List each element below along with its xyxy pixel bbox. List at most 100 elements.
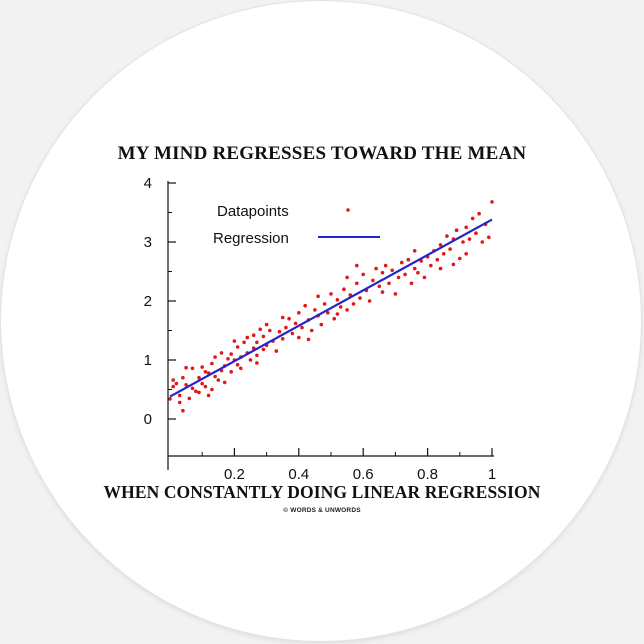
data-point	[332, 316, 337, 321]
data-point	[464, 225, 469, 230]
data-point	[300, 325, 304, 330]
data-point	[177, 393, 182, 398]
data-point	[306, 337, 311, 342]
data-point	[190, 386, 195, 391]
data-point	[216, 378, 221, 382]
data-point	[303, 303, 308, 308]
x-tick-label: 1	[488, 466, 496, 483]
data-point	[232, 339, 237, 343]
data-point	[358, 296, 362, 300]
data-point	[197, 375, 201, 380]
data-point	[429, 263, 433, 268]
data-point	[171, 384, 175, 389]
data-point	[261, 334, 266, 339]
data-point	[210, 387, 214, 392]
x-tick-label: 0.8	[417, 466, 438, 483]
x-tick-label: 0.4	[288, 466, 309, 483]
data-point	[345, 308, 349, 312]
regression-line-group	[169, 218, 493, 398]
data-point	[345, 275, 349, 280]
legend-marker-datapoints	[346, 208, 350, 212]
legend: Datapoints Regression	[213, 203, 380, 247]
data-point	[277, 329, 282, 334]
data-point	[226, 357, 230, 361]
data-point	[290, 331, 295, 336]
data-point	[309, 328, 314, 333]
x-tick-label: 0.6	[353, 466, 374, 483]
data-point	[313, 308, 317, 312]
data-point	[377, 284, 382, 289]
data-point	[280, 337, 285, 341]
data-point	[355, 263, 359, 268]
x-tick-label: 0.2	[224, 466, 245, 483]
data-point	[416, 270, 420, 275]
data-point	[329, 292, 333, 296]
regression-line	[169, 218, 493, 398]
data-point	[213, 355, 217, 359]
data-point	[297, 335, 301, 340]
data-point	[168, 397, 172, 401]
data-point	[448, 247, 452, 251]
data-point	[200, 365, 204, 369]
data-point	[264, 322, 269, 327]
data-point	[255, 361, 259, 365]
y-tick-label: 1	[144, 352, 152, 369]
data-point	[393, 292, 398, 296]
data-point	[438, 243, 443, 247]
data-point	[412, 266, 417, 271]
data-point	[229, 370, 233, 374]
data-point	[187, 396, 192, 401]
data-point	[206, 393, 211, 398]
data-point	[235, 345, 240, 349]
data-point	[274, 349, 279, 353]
data-point	[461, 240, 465, 244]
data-point	[490, 200, 494, 204]
data-point	[174, 381, 179, 386]
data-point	[284, 325, 288, 330]
data-point	[213, 374, 217, 379]
data-point	[335, 312, 340, 316]
data-point	[326, 311, 330, 315]
copyright-credit: © WORDS & UNWORDS	[283, 507, 361, 514]
data-point	[268, 328, 272, 333]
data-point	[229, 352, 233, 356]
data-point	[400, 260, 404, 265]
data-point	[351, 302, 356, 306]
data-point	[380, 290, 385, 294]
data-point	[222, 380, 227, 385]
data-point	[396, 275, 401, 280]
data-point	[441, 252, 446, 256]
data-point	[367, 299, 372, 303]
data-point	[197, 390, 201, 395]
data-point	[467, 237, 472, 241]
data-point	[322, 302, 327, 306]
data-point	[190, 366, 195, 371]
data-point	[403, 272, 407, 277]
data-point	[338, 305, 343, 309]
data-point	[342, 287, 346, 292]
data-point	[464, 252, 469, 256]
data-point	[355, 281, 359, 286]
data-point	[406, 257, 411, 262]
top-caption: MY MIND REGRESSES TOWARD THE MEAN	[117, 143, 527, 164]
data-point	[239, 366, 243, 371]
data-point	[177, 400, 182, 405]
data-point	[258, 327, 263, 332]
y-tick-label: 2	[144, 293, 152, 310]
data-point	[181, 408, 185, 413]
data-point	[255, 340, 259, 345]
data-point	[374, 266, 378, 271]
data-point	[361, 272, 366, 277]
data-point	[451, 262, 456, 267]
data-point	[261, 347, 266, 352]
data-point	[390, 268, 395, 273]
y-tick-label: 4	[144, 175, 152, 192]
data-point	[200, 381, 204, 386]
data-point	[480, 240, 485, 244]
data-point	[287, 316, 291, 321]
data-point	[387, 281, 391, 286]
data-point	[422, 275, 427, 280]
data-point	[181, 375, 185, 380]
data-point	[454, 228, 459, 232]
